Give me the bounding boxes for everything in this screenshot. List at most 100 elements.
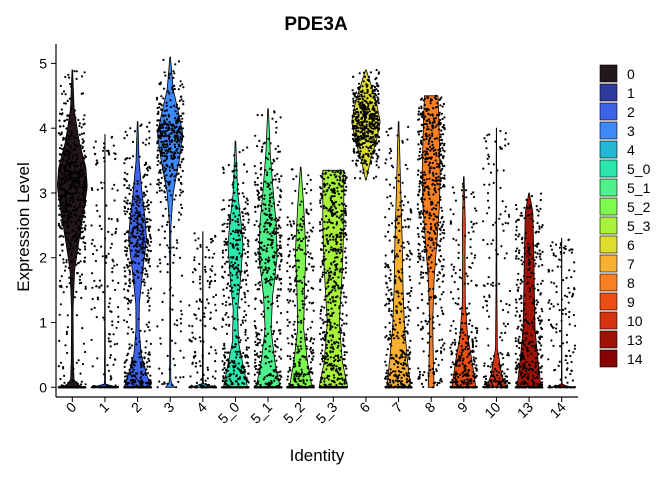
point xyxy=(319,288,322,291)
point xyxy=(371,156,374,159)
point xyxy=(401,355,404,359)
point xyxy=(181,117,184,120)
point xyxy=(123,380,126,383)
point xyxy=(136,225,139,228)
point xyxy=(254,307,257,310)
point xyxy=(144,185,148,188)
point xyxy=(214,370,217,373)
point xyxy=(188,324,191,327)
point xyxy=(340,202,343,205)
point xyxy=(148,353,151,356)
point xyxy=(76,198,79,201)
point xyxy=(65,285,68,288)
point xyxy=(305,191,308,195)
point xyxy=(268,345,271,348)
point xyxy=(61,243,65,246)
point xyxy=(128,285,131,288)
point xyxy=(371,132,374,135)
point xyxy=(236,350,239,353)
point xyxy=(295,284,298,287)
point xyxy=(253,365,256,368)
point xyxy=(214,279,217,283)
point xyxy=(375,142,378,145)
point xyxy=(384,262,387,265)
point xyxy=(124,213,127,216)
point xyxy=(266,173,269,177)
point xyxy=(365,145,368,148)
point xyxy=(58,182,61,185)
point xyxy=(329,197,332,200)
point xyxy=(59,171,62,174)
point xyxy=(389,378,392,382)
point xyxy=(132,368,135,371)
point xyxy=(206,279,209,283)
point xyxy=(137,254,140,257)
point xyxy=(359,146,362,150)
point xyxy=(336,241,339,244)
point xyxy=(321,273,324,276)
point xyxy=(233,360,236,363)
point xyxy=(319,221,322,224)
point xyxy=(231,265,234,268)
point xyxy=(148,351,151,354)
point xyxy=(306,328,309,331)
point xyxy=(277,145,280,148)
point xyxy=(168,121,171,124)
point xyxy=(148,121,151,124)
point xyxy=(396,383,399,386)
point xyxy=(409,210,412,213)
point xyxy=(332,285,335,288)
point xyxy=(160,148,164,151)
point xyxy=(398,321,402,324)
point xyxy=(241,253,244,256)
point xyxy=(306,231,309,234)
point xyxy=(359,143,362,146)
point xyxy=(259,299,262,302)
point xyxy=(67,214,70,217)
point xyxy=(232,245,235,248)
point xyxy=(395,236,398,239)
point xyxy=(264,278,267,281)
point xyxy=(277,384,281,387)
point xyxy=(295,293,298,296)
point xyxy=(198,336,201,339)
point xyxy=(167,126,171,129)
point xyxy=(210,385,213,388)
point xyxy=(128,184,131,187)
point xyxy=(84,248,87,251)
point xyxy=(269,232,272,235)
point xyxy=(286,216,289,219)
point xyxy=(175,247,178,250)
point xyxy=(114,384,117,387)
point xyxy=(229,232,233,235)
point xyxy=(231,230,235,233)
point xyxy=(388,277,391,280)
point xyxy=(255,353,258,356)
point xyxy=(235,335,238,338)
point xyxy=(335,368,338,371)
point xyxy=(165,134,168,137)
point xyxy=(226,260,229,263)
point xyxy=(288,290,291,293)
point xyxy=(260,150,263,153)
point xyxy=(376,157,379,160)
point xyxy=(301,248,304,251)
point xyxy=(384,266,387,269)
point xyxy=(62,258,65,261)
point xyxy=(333,271,336,274)
point xyxy=(269,276,273,279)
point xyxy=(290,225,293,228)
point xyxy=(375,68,378,72)
point xyxy=(171,167,174,170)
point xyxy=(267,158,270,161)
point xyxy=(270,205,273,208)
point xyxy=(149,342,152,345)
point xyxy=(204,379,207,382)
point xyxy=(327,308,330,311)
point xyxy=(141,204,144,207)
point xyxy=(373,92,377,95)
point xyxy=(138,243,141,246)
point xyxy=(147,289,150,292)
point xyxy=(293,375,296,378)
point xyxy=(278,177,281,181)
